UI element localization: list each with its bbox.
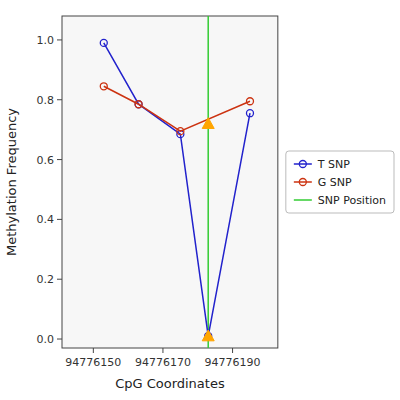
- series-point: [100, 39, 107, 46]
- tick-label: 0.6: [37, 154, 55, 167]
- tick-label: 0.2: [37, 273, 55, 286]
- snp-marker: [202, 330, 214, 341]
- tick-label: 94776150: [65, 356, 121, 369]
- tick-mark: [57, 99, 62, 100]
- legend-box: [286, 151, 394, 213]
- series-point: [246, 98, 253, 105]
- y-axis-label: Methylation Frequency: [4, 108, 19, 256]
- tick-mark: [57, 279, 62, 280]
- legend-swatch: [294, 181, 312, 183]
- legend-swatch-marker: [299, 161, 306, 168]
- tick-label: 0.0: [37, 333, 55, 346]
- tick-label: 1.0: [37, 34, 55, 47]
- series-line: [104, 86, 250, 131]
- legend: T SNP G SNP SNP Position: [286, 151, 394, 213]
- legend-label: SNP Position: [318, 194, 386, 207]
- tick-label: 0.4: [37, 213, 55, 226]
- series-point: [135, 101, 142, 108]
- plot-area: [62, 16, 278, 348]
- tick-mark: [57, 159, 62, 160]
- tick-mark: [57, 339, 62, 340]
- series-point: [177, 128, 184, 135]
- tick-mark: [93, 348, 94, 353]
- legend-swatch: [294, 199, 312, 201]
- tick-label: 94776190: [205, 356, 261, 369]
- legend-label: T SNP: [317, 158, 350, 171]
- tick-mark: [162, 348, 163, 353]
- series-line: [104, 43, 250, 336]
- axes: 0.0 0.2 0.4 0.6 0.8 1.0 94776150 94776170 947761…: [37, 16, 278, 369]
- tick-mark: [57, 39, 62, 40]
- series-point: [246, 110, 253, 117]
- snp-line: [207, 16, 209, 348]
- legend-label: G SNP: [318, 176, 352, 189]
- series-point: [100, 83, 107, 90]
- tick-label: 0.8: [37, 94, 55, 107]
- data-layer: [100, 16, 253, 348]
- tick-label: 94776170: [135, 356, 191, 369]
- snp-marker: [202, 118, 214, 129]
- legend-swatch: [294, 163, 312, 165]
- chart: 0.0 0.2 0.4 0.6 0.8 1.0 94776150 94776170 947761…: [0, 0, 400, 400]
- tick-mark: [232, 348, 233, 353]
- tick-mark: [57, 219, 62, 220]
- legend-swatch-marker: [299, 179, 306, 186]
- x-axis-label: CpG Coordinates: [115, 376, 225, 391]
- plot-frame: [62, 16, 278, 348]
